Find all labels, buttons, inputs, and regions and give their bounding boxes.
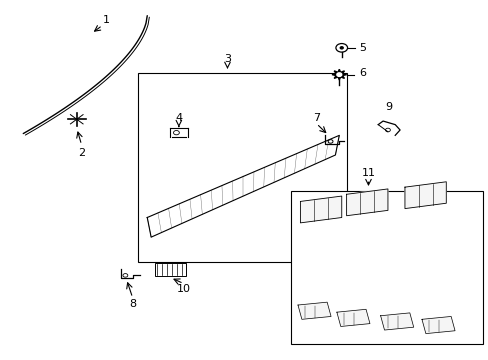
Text: 7: 7 <box>312 113 319 123</box>
Polygon shape <box>380 313 413 330</box>
Polygon shape <box>331 69 346 80</box>
Polygon shape <box>404 182 446 208</box>
Circle shape <box>336 73 341 76</box>
Text: 3: 3 <box>224 54 230 64</box>
Text: 10: 10 <box>176 284 190 294</box>
Bar <box>137 73 346 262</box>
Polygon shape <box>421 316 454 334</box>
Polygon shape <box>300 196 341 223</box>
Text: 5: 5 <box>358 43 365 53</box>
Circle shape <box>340 47 343 49</box>
Bar <box>154 263 186 276</box>
Polygon shape <box>147 135 339 237</box>
Bar <box>290 191 482 344</box>
Text: 11: 11 <box>361 168 375 178</box>
Text: 2: 2 <box>78 148 85 158</box>
Text: 1: 1 <box>102 15 109 24</box>
Text: 4: 4 <box>175 113 182 123</box>
Polygon shape <box>346 189 387 216</box>
Text: 9: 9 <box>385 102 392 112</box>
Text: 8: 8 <box>129 298 136 309</box>
Text: 6: 6 <box>358 68 365 78</box>
Polygon shape <box>297 302 330 319</box>
Polygon shape <box>336 309 369 327</box>
